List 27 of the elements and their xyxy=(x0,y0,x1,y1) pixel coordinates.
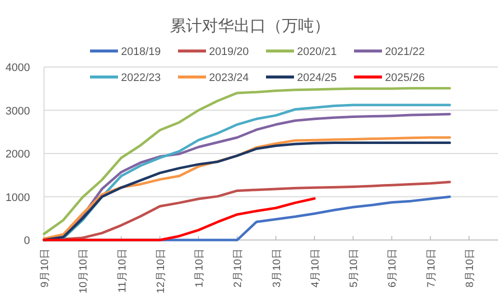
x-tick-label: 7月10日 xyxy=(425,248,438,288)
x-tick-label: 10月10日 xyxy=(78,248,90,294)
legend-label: 2019/20 xyxy=(209,46,249,58)
legend-label: 2022/23 xyxy=(121,72,161,84)
x-tick-label: 3月10日 xyxy=(270,248,283,288)
x-tick-label: 2月10日 xyxy=(232,248,244,288)
legend-label: 2021/22 xyxy=(385,46,425,58)
chart-title: 累计对华出口（万吨） xyxy=(170,17,330,35)
legend-label: 2023/24 xyxy=(209,72,249,84)
line-series xyxy=(42,197,316,242)
y-tick-label: 1000 xyxy=(6,192,30,204)
x-tick-label: 4月10日 xyxy=(309,248,322,288)
x-tick-label: 5月10日 xyxy=(348,248,360,288)
x-tick-label: 11月10日 xyxy=(116,248,128,293)
x-tick-label: 1月10日 xyxy=(194,248,206,288)
legend-label: 2024/25 xyxy=(297,72,337,84)
x-tick-label: 12月10日 xyxy=(154,248,167,294)
y-tick-label: 2000 xyxy=(6,148,30,160)
x-tick-label: 8月10日 xyxy=(464,248,476,288)
legend-label: 2020/21 xyxy=(297,46,337,58)
x-tick-label: 9月10日 xyxy=(39,248,51,288)
legend-label: 2018/19 xyxy=(121,46,161,58)
x-tick-label: 6月10日 xyxy=(386,248,399,288)
y-tick-label: 3000 xyxy=(6,105,30,118)
legend-label: 2025/26 xyxy=(385,72,425,84)
y-tick-label: 4000 xyxy=(6,62,30,74)
y-tick-label: 0 xyxy=(24,235,30,247)
